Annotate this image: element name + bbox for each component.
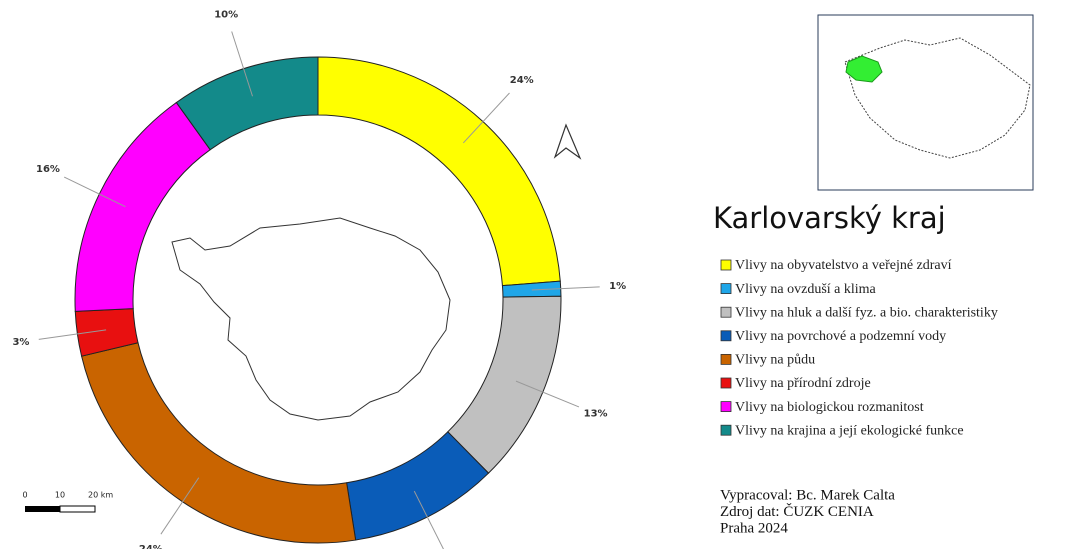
value-label: 10% [214,9,238,20]
credit-line: Zdroj dat: ČUZK CENIA [720,503,874,520]
scale-bar [59,505,96,513]
leader-line [63,176,126,208]
donut-segment [74,101,211,312]
donut-segment [317,56,561,287]
legend-swatch [720,353,732,365]
legend-swatch [720,401,732,413]
legend: Vlivy na obyvatelstvo a veřejné zdraví Vl… [720,258,998,438]
legend-label: Vlivy na půdu [735,353,815,368]
leader-line [413,490,444,549]
scale-labels: 0 10 20 km [22,491,113,500]
legend-label: Vlivy na povrchové a podzemní vody [735,329,946,344]
leader-line [531,286,600,291]
leader-line [38,329,107,340]
legend-swatch [720,330,732,342]
legend-swatch [720,377,732,389]
donut-segment [80,342,357,544]
legend-label: Vlivy na biologickou rozmanitost [735,400,924,415]
leader-line [160,477,200,535]
donut: 24%1%13%10%24%3%16%10% [12,9,626,549]
value-label: 24% [139,544,163,549]
legend-label: Vlivy na přírodní zdroje [735,376,871,391]
value-label: 24% [510,75,534,86]
value-label: 13% [584,409,608,420]
inset-frame [817,14,1034,191]
scale-label: 20 km [88,491,113,500]
inset-country [844,37,1031,159]
legend-label: Vlivy na krajina a její ekologické funkc… [735,423,964,438]
legend-swatch [720,283,732,295]
scale-bar [25,506,60,512]
region-outline [171,217,451,421]
value-label: 3% [12,337,29,348]
legend-swatch [720,424,732,436]
value-label: 1% [609,281,626,292]
legend-label: Vlivy na hluk a další fyz. a bio. charak… [735,305,998,320]
donut-segment [447,295,562,474]
inset-region [845,55,883,83]
value-label: 16% [36,164,60,175]
credit-line: Vypracoval: Bc. Marek Calta [720,487,895,503]
north-arrow [553,123,582,160]
leader-line [462,92,510,144]
donut-segment [175,56,319,151]
legend-swatch [720,306,732,318]
legend-label: Vlivy na ovzduší a klima [735,282,877,297]
leader-line [515,380,580,408]
legend-swatch [720,259,732,271]
scale-label: 0 [22,491,27,500]
title: Karlovarský kraj [713,201,946,235]
credit-line: Praha 2024 [720,520,788,536]
leader-line [231,31,253,97]
legend-label: Vlivy na obyvatelstvo a veřejné zdraví [735,258,952,273]
scale-label: 10 [55,491,65,500]
